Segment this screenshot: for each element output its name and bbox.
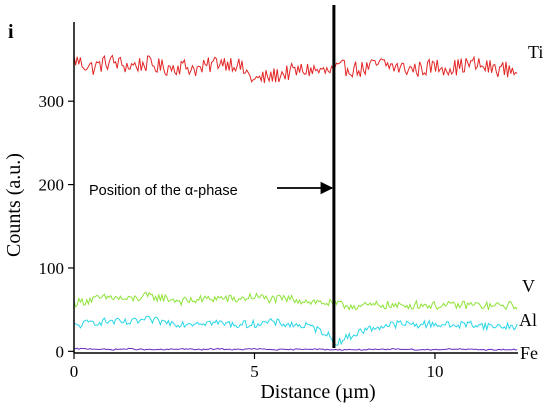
series-label-al: Al [519, 310, 537, 330]
series-label-v: V [522, 276, 535, 296]
series-label-fe: Fe [520, 343, 538, 363]
panel-label: i [8, 21, 14, 43]
series-line-fe [73, 347, 518, 351]
x-tick-label-1: 5 [250, 362, 259, 381]
series-line-v [73, 291, 518, 311]
series-line-al [73, 315, 518, 346]
y-tick-label-2: 200 [39, 176, 65, 195]
y-tick-label-3: 300 [39, 92, 65, 111]
y-tick-label-1: 100 [39, 259, 65, 278]
x-tick-label-0: 0 [70, 362, 79, 381]
axes-layer [73, 22, 518, 354]
series-line-ti [73, 54, 518, 84]
x-axis-label: Distance (µm) [260, 381, 375, 403]
series-layer [73, 54, 518, 351]
y-tick-label-0: 0 [56, 342, 65, 361]
series-label-ti: Ti [528, 42, 543, 62]
x-tick-label-2: 10 [426, 362, 443, 381]
y-axis-label: Counts (a.u.) [3, 153, 25, 257]
annotation-text: Position of the α-phase [89, 183, 238, 199]
